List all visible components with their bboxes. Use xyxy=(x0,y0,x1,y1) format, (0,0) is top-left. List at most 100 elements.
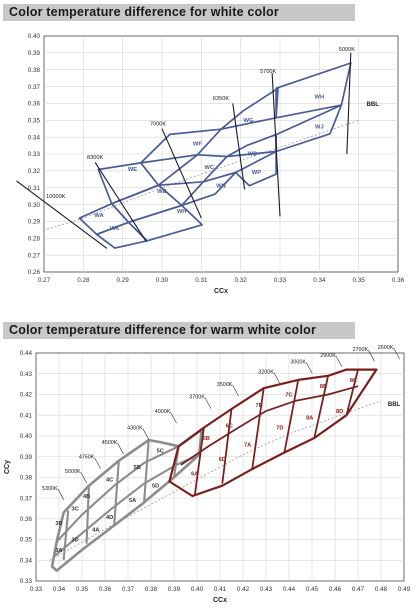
c2-cct-pointer xyxy=(80,472,88,484)
c2-x-tick-label: 0.42 xyxy=(237,586,250,593)
c2-y-tick-label: 0.36 xyxy=(20,516,33,523)
c1-cct-label: 6350K xyxy=(213,96,229,102)
c1-y-tick-label: 0.38 xyxy=(28,67,41,74)
chart2-header-bar: Color temperature difference for warm wh… xyxy=(3,322,355,339)
c2-y-tick-label: 0.40 xyxy=(20,433,33,440)
c2-y-tick-label: 0.42 xyxy=(20,392,33,399)
c2-y-axis-label: CCy xyxy=(4,460,11,474)
c1-zone-label: WG xyxy=(244,118,254,124)
c1-cct-line xyxy=(232,103,246,190)
c2-cct-pointer xyxy=(204,397,212,409)
c2-zone-label: 8A xyxy=(306,415,313,421)
c1-zone-label: WP xyxy=(252,170,261,176)
c2-cct-label: 4300K xyxy=(127,426,143,432)
c2-x-tick-label: 0.46 xyxy=(329,586,342,593)
c2-cct-pointer xyxy=(232,385,239,397)
c2-cct-pointer xyxy=(393,347,400,359)
c2-cct-label: 4750K xyxy=(79,455,95,461)
c1-cct-label: 10000K xyxy=(46,194,66,200)
c2-y-tick-label: 0.44 xyxy=(20,350,33,357)
c2-cct-label: 5000K xyxy=(65,469,81,475)
c2-cct-pointer xyxy=(368,349,375,362)
c1-x-tick-label: 0.32 xyxy=(235,277,248,284)
c1-y-tick-label: 0.31 xyxy=(28,185,41,192)
c2-y-tick-label: 0.35 xyxy=(20,537,33,544)
c1-y-tick-label: 0.39 xyxy=(28,50,41,57)
c1-cct-label: 7000K xyxy=(150,121,166,127)
c2-band-cross xyxy=(313,375,329,439)
c2-zone-label: 8D xyxy=(336,409,343,415)
c2-x-tick-label: 0.34 xyxy=(53,586,66,593)
c1-y-tick-label: 0.36 xyxy=(28,101,41,108)
c2-zone-label: 7B xyxy=(256,403,263,409)
c1-cct-line xyxy=(16,180,108,249)
c1-zone-label: WD xyxy=(248,152,258,158)
c2-x-tick-label: 0.40 xyxy=(191,586,204,593)
c2-cct-pointer xyxy=(305,362,313,374)
c1-x-tick-label: 0.27 xyxy=(38,277,51,284)
c2-cct-pointer xyxy=(142,428,150,440)
c2-zone-label: 5D xyxy=(152,484,159,490)
c1-zone-label: WB xyxy=(157,189,167,195)
c2-x-tick-label: 0.39 xyxy=(168,586,181,593)
c1-y-tick-label: 0.32 xyxy=(28,168,41,175)
c1-x-tick-label: 0.35 xyxy=(353,277,366,284)
c1-bin-wp xyxy=(234,150,277,187)
c1-y-tick-label: 0.29 xyxy=(28,219,41,226)
c2-bbl-label: BBL xyxy=(388,402,401,408)
c2-zone-label: 8C xyxy=(350,378,357,384)
c2-band-divider xyxy=(53,453,200,557)
c2-y-tick-label: 0.34 xyxy=(20,557,33,564)
c1-x-tick-label: 0.36 xyxy=(392,277,405,284)
c2-y-tick-label: 0.39 xyxy=(20,454,33,461)
c2-x-tick-label: 0.41 xyxy=(214,586,227,593)
c2-y-tick-label: 0.33 xyxy=(20,578,33,585)
c1-cct-label: 5700K xyxy=(260,69,276,75)
chart1-heading: Color temperature difference for white c… xyxy=(9,5,279,19)
c2-band-outline xyxy=(168,368,378,498)
c1-zone-label: WH xyxy=(177,209,187,215)
chart1-header-bar: Color temperature difference for white c… xyxy=(3,4,355,21)
c2-x-tick-label: 0.44 xyxy=(283,586,296,593)
c2-zone-label: 3A xyxy=(55,548,62,554)
c1-cct-line xyxy=(94,162,147,242)
c2-zone-label: 4A xyxy=(92,527,99,533)
c1-y-tick-label: 0.30 xyxy=(28,202,41,209)
c1-x-tick-label: 0.31 xyxy=(195,277,208,284)
c2-zone-label: 7A xyxy=(244,442,251,448)
c1-x-tick-label: 0.29 xyxy=(117,277,130,284)
c2-band-cross xyxy=(143,439,150,503)
c2-band-cross xyxy=(113,460,120,526)
c2-x-tick-label: 0.37 xyxy=(122,586,135,593)
c2-y-tick-label: 0.37 xyxy=(20,495,33,502)
c1-cct-label: 8300K xyxy=(87,155,103,161)
c2-cct-pointer xyxy=(94,457,101,469)
c1-y-tick-label: 0.26 xyxy=(28,269,41,276)
c2-zone-label: 8B xyxy=(320,384,327,390)
c1-x-tick-label: 0.28 xyxy=(77,277,90,284)
c2-zone-label: 6C xyxy=(226,424,233,430)
c2-zone-label: 4B xyxy=(83,494,90,500)
c2-x-tick-label: 0.35 xyxy=(76,586,89,593)
chart2-warm-white-color: 0.33 0.34 0.35 0.36 0.37 0.38 0.39 0.40 0.41 0.42… xyxy=(4,345,411,604)
c2-y-tick-label: 0.43 xyxy=(20,371,33,378)
c2-cct-label: 3500K xyxy=(217,382,233,388)
c1-zone-label: WF xyxy=(193,142,202,148)
c2-band-cross xyxy=(193,427,205,497)
c1-cct-line xyxy=(161,128,202,219)
c2-y-tick-label: 0.41 xyxy=(20,412,33,419)
c2-zone-label: 6A xyxy=(191,471,198,477)
c2-band-cross xyxy=(283,379,300,453)
c1-x-tick-label: 0.33 xyxy=(274,277,287,284)
c2-cct-label: 3200K xyxy=(258,370,274,376)
c1-cct-label: 5000K xyxy=(339,47,355,53)
c1-cct-line xyxy=(346,52,352,155)
c1-zone-label: WK xyxy=(110,226,120,232)
c1-zone-label: WE xyxy=(128,167,137,173)
c2-band-divider xyxy=(180,385,359,466)
c1-bbl-curve xyxy=(44,119,359,231)
c2-cct-label: 5300K xyxy=(42,486,58,492)
c1-zone-label: WH xyxy=(314,94,324,100)
c1-x-axis-label: CCx xyxy=(214,288,228,295)
c2-cct-label: 4000K xyxy=(155,409,171,415)
